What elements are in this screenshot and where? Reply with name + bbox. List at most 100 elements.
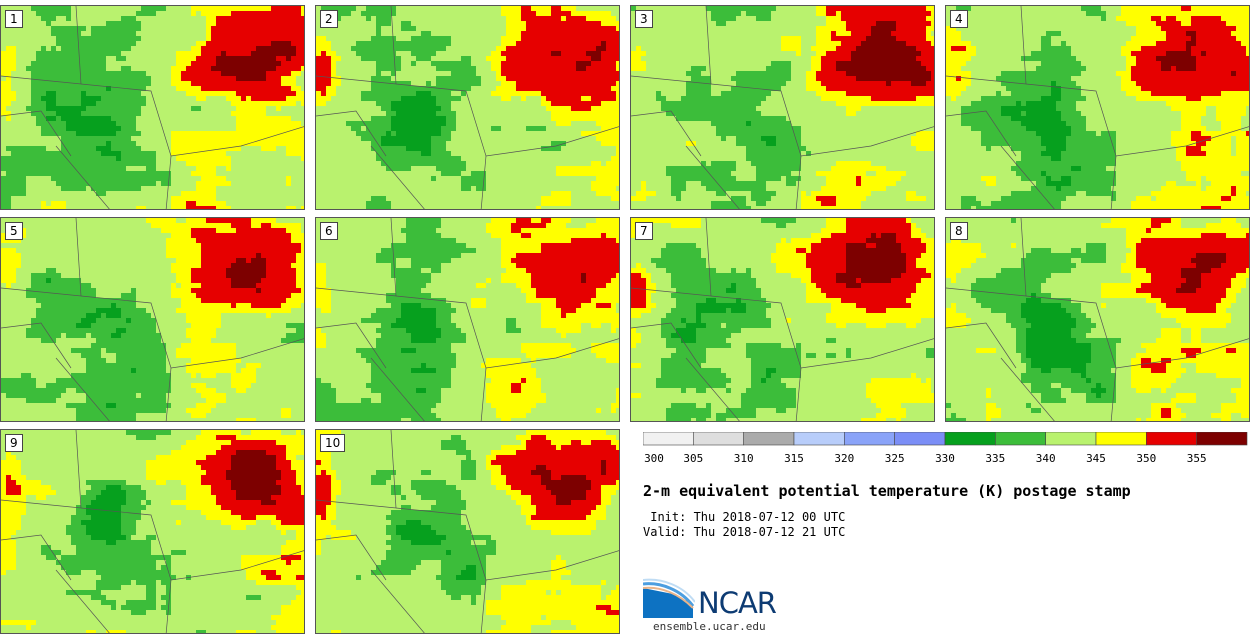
heatmap-cell bbox=[776, 161, 781, 166]
heatmap-cell bbox=[56, 96, 61, 101]
heatmap-cell bbox=[256, 26, 261, 31]
heatmap-cell bbox=[531, 21, 536, 26]
heatmap-cell bbox=[136, 36, 141, 41]
heatmap-cell bbox=[706, 86, 711, 91]
heatmap-cell bbox=[436, 76, 441, 81]
heatmap-cell bbox=[761, 186, 766, 191]
heatmap-cell bbox=[751, 141, 756, 146]
heatmap-cell bbox=[271, 81, 276, 86]
heatmap-cell bbox=[1191, 86, 1196, 91]
heatmap-cell bbox=[1026, 81, 1031, 86]
heatmap-cell bbox=[1206, 41, 1211, 46]
heatmap-cell bbox=[266, 46, 271, 51]
heatmap-cell bbox=[261, 111, 266, 116]
heatmap-cell bbox=[586, 11, 591, 16]
heatmap-cell bbox=[101, 91, 106, 96]
heatmap-cell bbox=[51, 101, 56, 106]
heatmap-cell bbox=[1051, 141, 1056, 146]
heatmap-cell bbox=[391, 71, 396, 76]
heatmap-cell bbox=[586, 96, 591, 101]
heatmap-cell bbox=[91, 66, 96, 71]
heatmap-cell bbox=[776, 176, 781, 181]
heatmap-cell bbox=[1151, 6, 1156, 11]
heatmap-cell bbox=[1011, 146, 1016, 151]
heatmap-cell bbox=[221, 31, 226, 36]
heatmap-cell bbox=[231, 36, 236, 41]
heatmap-cell bbox=[881, 86, 886, 91]
heatmap-cell bbox=[81, 56, 86, 61]
heatmap-cell bbox=[96, 146, 101, 151]
heatmap-cell bbox=[421, 156, 426, 161]
heatmap-cell bbox=[91, 186, 96, 191]
heatmap-cell bbox=[456, 86, 461, 91]
heatmap-cell bbox=[1151, 26, 1156, 31]
heatmap-cell bbox=[131, 171, 136, 176]
heatmap-cell bbox=[106, 116, 111, 121]
heatmap-cell bbox=[756, 181, 761, 186]
heatmap-cell bbox=[401, 21, 406, 26]
heatmap-cell bbox=[1186, 36, 1191, 41]
heatmap-cell bbox=[1211, 11, 1216, 16]
heatmap-cell bbox=[616, 116, 619, 121]
heatmap-cell bbox=[1226, 61, 1231, 66]
heatmap-cell bbox=[841, 16, 846, 21]
heatmap-cell bbox=[1196, 91, 1201, 96]
heatmap-cell bbox=[1196, 151, 1201, 156]
heatmap-cell bbox=[1181, 116, 1186, 121]
heatmap-cell bbox=[726, 206, 731, 209]
heatmap-cell bbox=[876, 51, 881, 56]
heatmap-cell bbox=[1221, 111, 1226, 116]
heatmap-cell bbox=[646, 191, 651, 196]
heatmap-cell bbox=[71, 96, 76, 101]
heatmap-cell bbox=[1201, 106, 1206, 111]
heatmap-cell bbox=[21, 171, 26, 176]
heatmap-cell bbox=[566, 81, 571, 86]
heatmap-cell bbox=[21, 181, 26, 186]
heatmap-cell bbox=[246, 26, 251, 31]
heatmap-cell bbox=[891, 21, 896, 26]
heatmap-cell bbox=[611, 116, 616, 121]
heatmap-cell bbox=[396, 96, 401, 101]
heatmap-cell bbox=[761, 136, 766, 141]
heatmap-cell bbox=[96, 181, 101, 186]
heatmap-cell bbox=[91, 116, 96, 121]
heatmap-cell bbox=[1181, 121, 1186, 126]
heatmap-cell bbox=[796, 141, 801, 146]
heatmap-cell bbox=[586, 46, 591, 51]
heatmap-cell bbox=[1181, 151, 1186, 156]
heatmap-cell bbox=[836, 86, 841, 91]
heatmap-cell bbox=[536, 61, 541, 66]
heatmap-cell bbox=[146, 176, 151, 181]
heatmap-cell bbox=[731, 166, 736, 171]
heatmap-cell bbox=[546, 31, 551, 36]
heatmap-cell bbox=[811, 56, 816, 61]
heatmap-cell bbox=[441, 46, 446, 51]
heatmap-cell bbox=[211, 41, 216, 46]
heatmap-cell bbox=[596, 16, 601, 21]
heatmap-cell bbox=[371, 51, 376, 56]
heatmap-cell bbox=[141, 71, 146, 76]
heatmap-cell bbox=[1051, 101, 1056, 106]
heatmap-cell bbox=[456, 171, 461, 176]
heatmap-cell bbox=[71, 101, 76, 106]
heatmap-cell bbox=[226, 146, 231, 151]
heatmap-cell bbox=[836, 26, 841, 31]
heatmap-cell bbox=[931, 36, 934, 41]
heatmap-cell bbox=[431, 111, 436, 116]
heatmap-cell bbox=[61, 136, 66, 141]
heatmap-cell bbox=[641, 61, 646, 66]
heatmap-cell bbox=[921, 136, 926, 141]
heatmap-cell bbox=[541, 26, 546, 31]
heatmap-cell bbox=[1181, 91, 1186, 96]
heatmap-cell bbox=[841, 46, 846, 51]
heatmap-cell bbox=[616, 81, 619, 86]
heatmap-cell bbox=[541, 76, 546, 81]
heatmap-cell bbox=[1236, 71, 1241, 76]
heatmap-cell bbox=[586, 56, 591, 61]
heatmap-cell bbox=[266, 16, 271, 21]
heatmap-cell bbox=[546, 96, 551, 101]
heatmap-cell bbox=[901, 31, 906, 36]
heatmap-cell bbox=[821, 96, 826, 101]
heatmap-cell bbox=[1216, 36, 1221, 41]
heatmap-cell bbox=[681, 186, 686, 191]
